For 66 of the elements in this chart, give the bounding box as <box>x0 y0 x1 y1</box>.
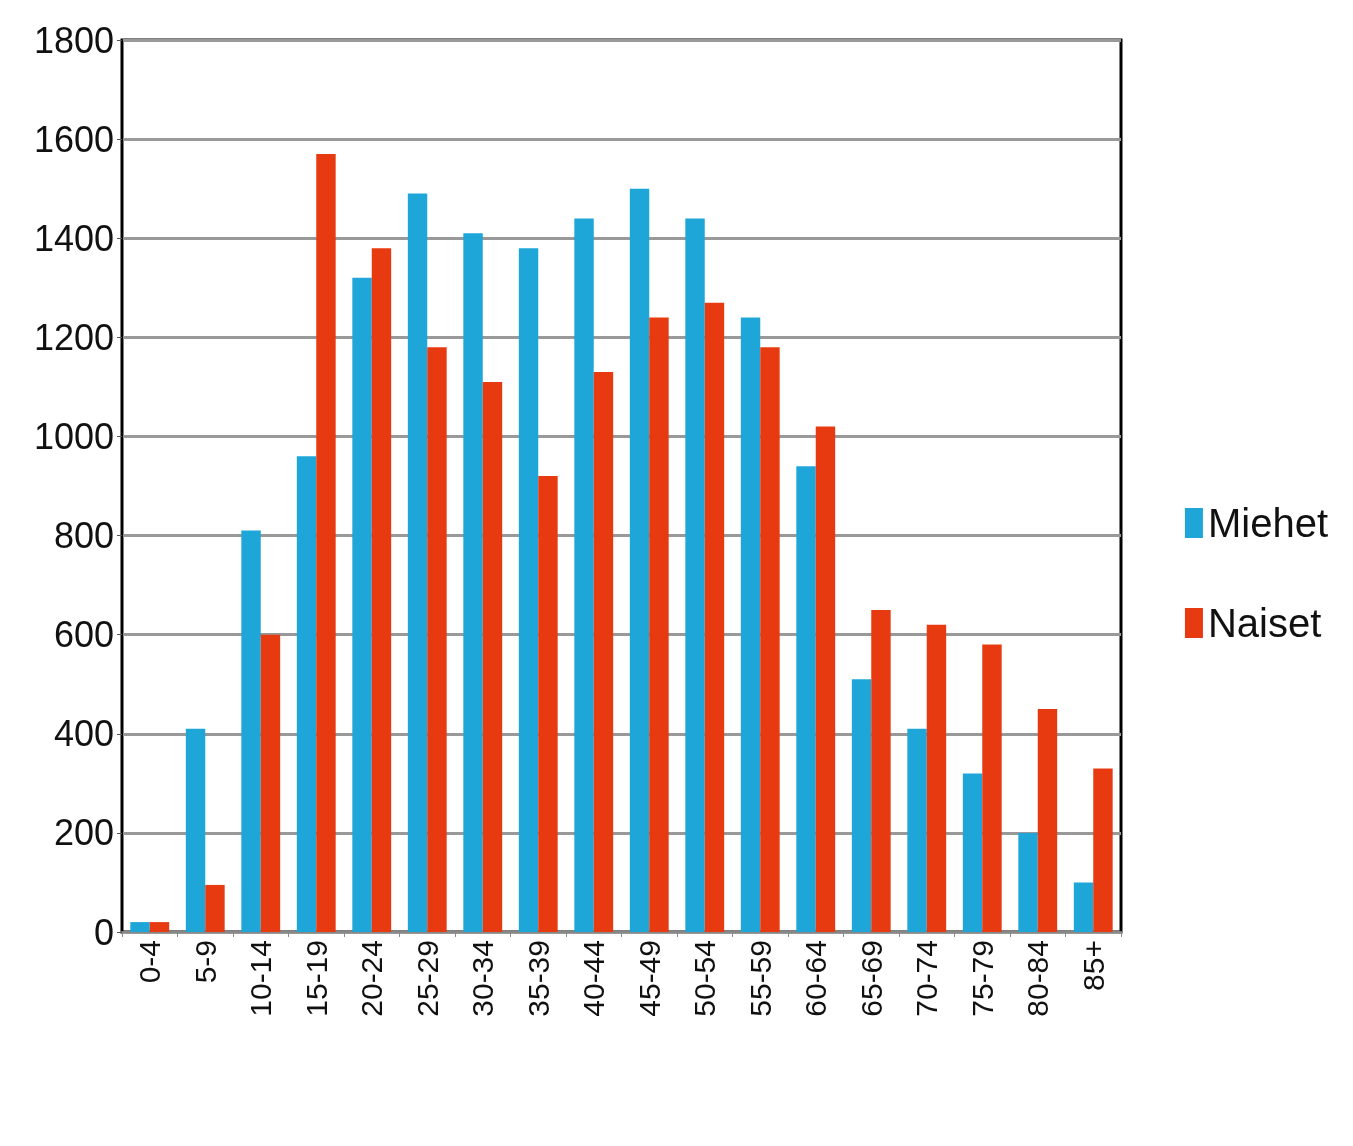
bar <box>907 728 927 932</box>
bar <box>685 218 705 932</box>
bar <box>1093 768 1113 932</box>
x-tick-label: 40-44 <box>577 940 611 1017</box>
y-tick-label: 1800 <box>33 19 114 61</box>
x-tick-label: 5-9 <box>188 940 222 984</box>
x-tick-label: 60-64 <box>799 940 833 1017</box>
y-tick-label: 600 <box>53 614 114 656</box>
bar <box>629 188 650 932</box>
bar <box>1037 709 1058 932</box>
x-tick-label: 0-4 <box>133 940 167 984</box>
bar <box>740 317 761 932</box>
bar <box>1018 832 1038 932</box>
y-tick-label: 800 <box>53 515 114 557</box>
bar <box>796 466 816 932</box>
bar <box>704 302 725 932</box>
bar <box>815 426 836 932</box>
bar <box>518 248 539 932</box>
x-tick-label: 75-79 <box>965 940 999 1017</box>
bar <box>1073 882 1094 932</box>
bar <box>871 609 891 932</box>
x-tick-label: 25-29 <box>410 940 444 1017</box>
x-tick-label: 50-54 <box>688 940 722 1017</box>
bar <box>130 922 150 932</box>
bar <box>371 248 392 932</box>
y-tick-label: 1200 <box>33 316 114 358</box>
bar <box>463 233 483 932</box>
bar <box>352 277 372 932</box>
x-tick-label: 65-69 <box>854 940 888 1017</box>
bar <box>427 347 447 932</box>
y-tick-label: 400 <box>53 713 114 755</box>
x-tick-label: 35-39 <box>521 940 555 1017</box>
x-tick-label: 30-34 <box>466 940 500 1017</box>
x-tick-label: 10-14 <box>244 940 278 1017</box>
bar <box>185 728 206 932</box>
bar <box>260 634 281 932</box>
bar <box>149 922 170 932</box>
bar <box>482 381 503 932</box>
bar <box>205 884 225 932</box>
legend-label: Miehet <box>1207 501 1328 545</box>
bar <box>982 644 1002 932</box>
y-tick-label: 1000 <box>33 415 114 457</box>
bar <box>296 456 317 932</box>
legend-label: Naiset <box>1207 601 1322 645</box>
x-tick-label: 70-74 <box>910 940 944 1017</box>
y-tick-label: 0 <box>93 911 114 953</box>
y-tick-label: 1600 <box>33 118 114 160</box>
bar <box>926 624 947 932</box>
bar <box>574 218 594 932</box>
bar <box>407 193 428 932</box>
bar <box>649 317 669 932</box>
y-tick-label: 200 <box>53 812 114 854</box>
bar <box>241 530 261 932</box>
bar <box>962 773 983 932</box>
x-tick-label: 15-19 <box>299 940 333 1017</box>
x-tick-label: 20-24 <box>355 940 389 1017</box>
x-tick-label: 55-59 <box>743 940 777 1017</box>
bar <box>538 476 558 932</box>
bar <box>316 153 336 932</box>
bar <box>851 679 872 932</box>
x-tick-label: 80-84 <box>1021 940 1055 1017</box>
bar <box>593 372 614 932</box>
y-tick-label: 1400 <box>33 217 114 259</box>
x-tick-label: 85+ <box>1076 940 1110 991</box>
x-tick-label: 45-49 <box>632 940 666 1017</box>
bar <box>760 347 780 932</box>
